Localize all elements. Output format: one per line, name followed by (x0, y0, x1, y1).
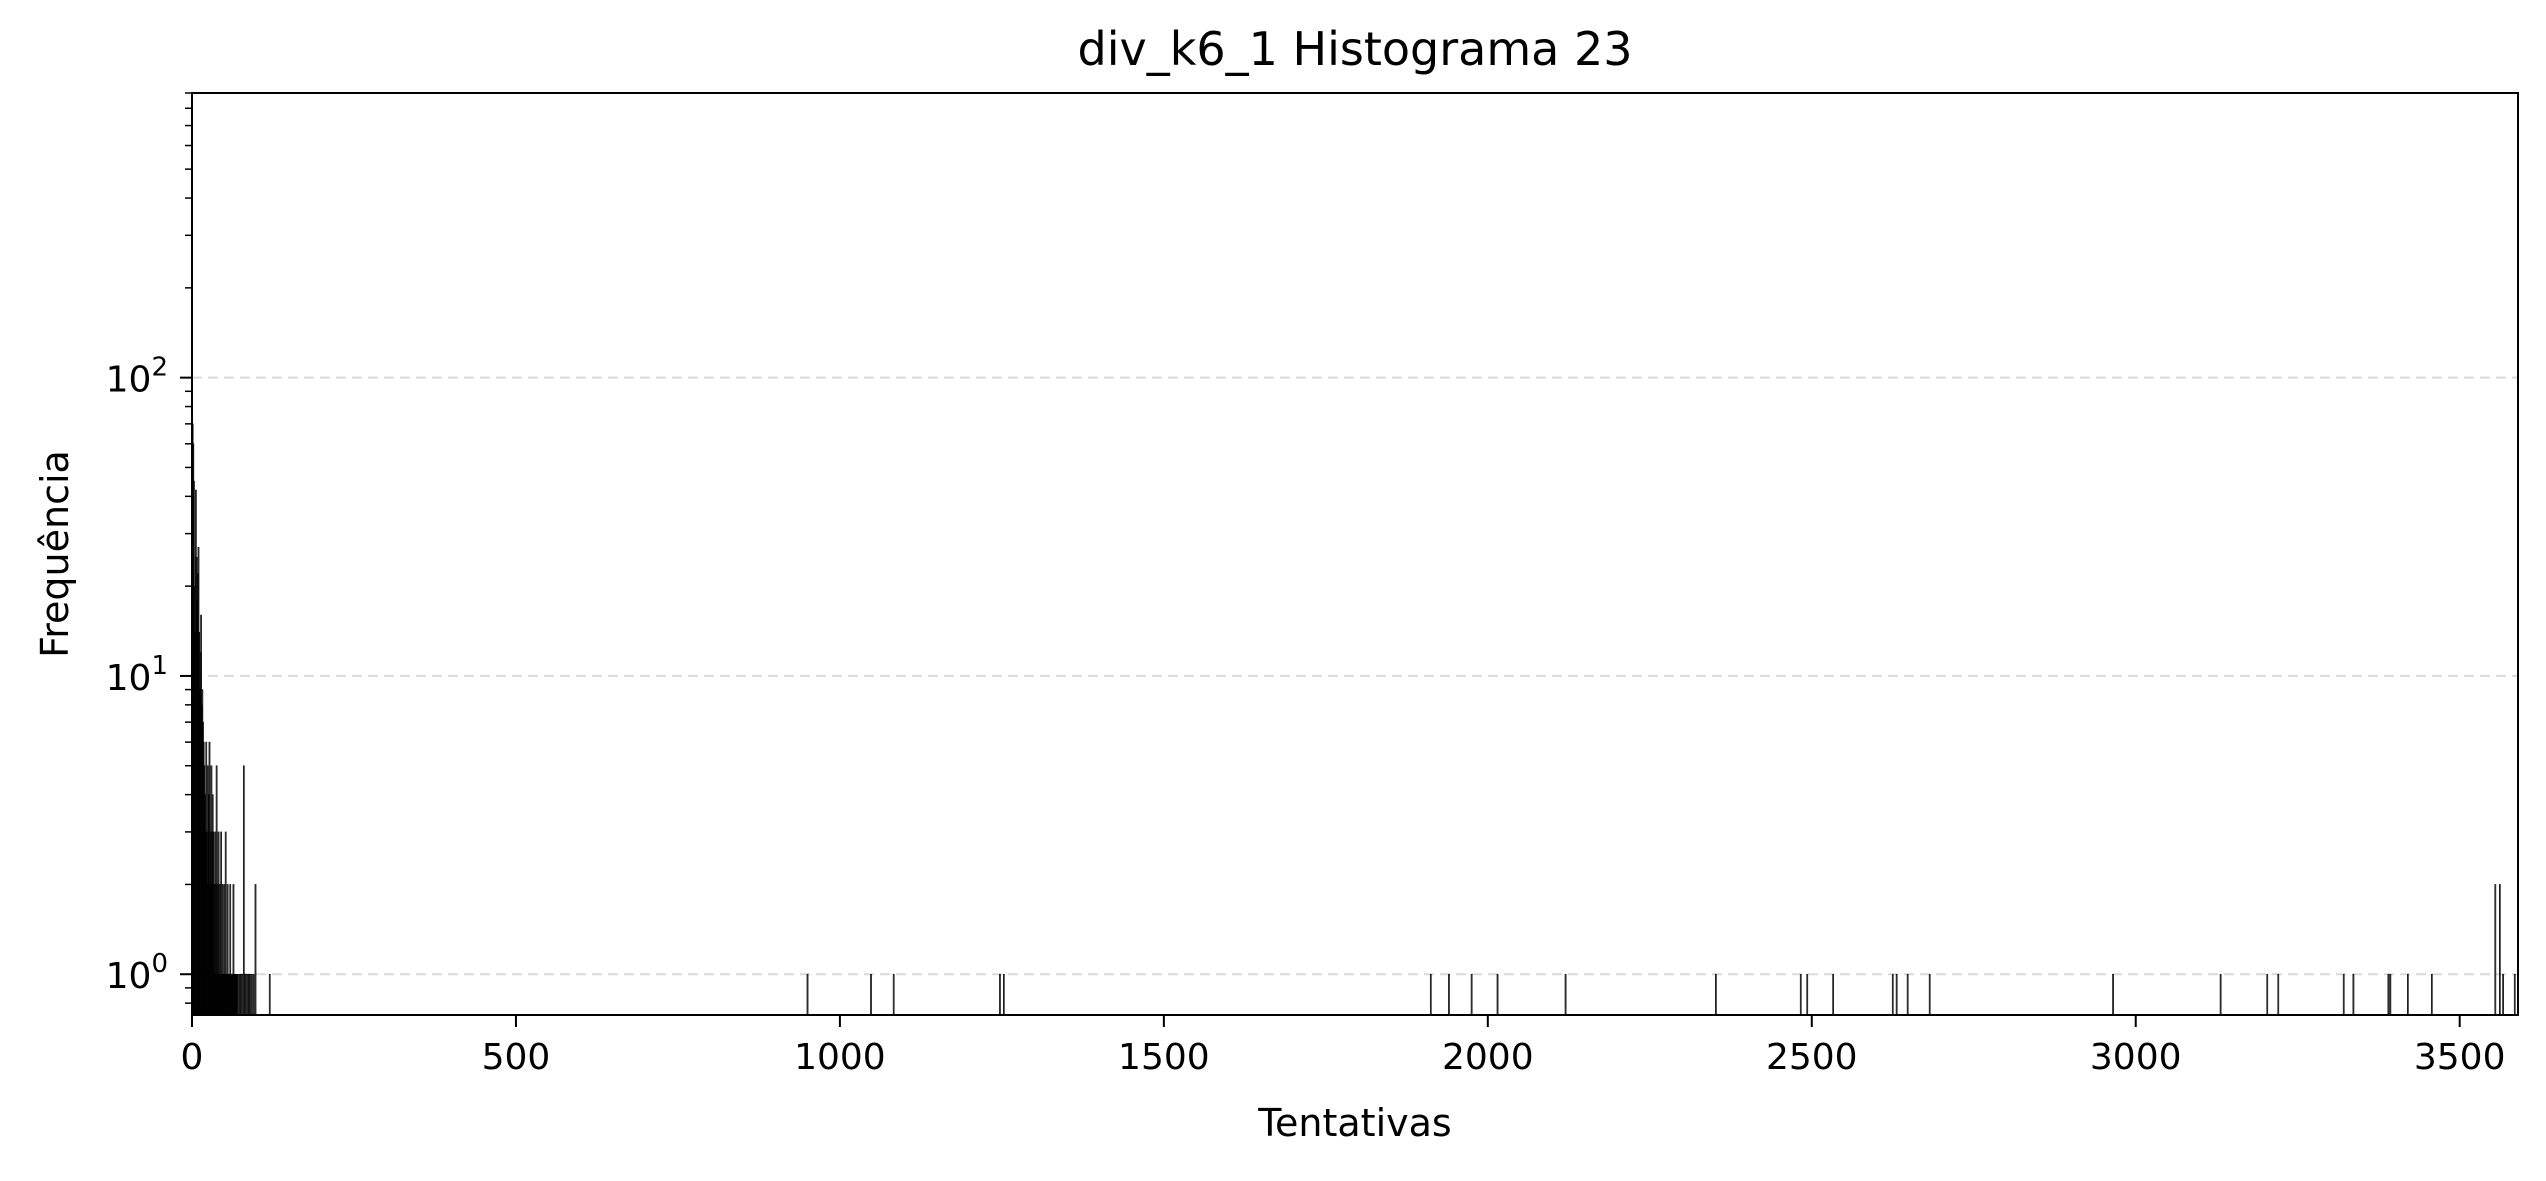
histogram-bar (244, 973, 246, 1016)
histogram-bar (1002, 973, 1005, 1016)
histogram-bar (1496, 973, 1499, 1016)
histogram-bar (2266, 973, 2269, 1016)
histogram-bar (1891, 973, 1894, 1016)
histogram-bar (252, 973, 255, 1016)
histogram-bar (2219, 973, 2222, 1016)
histogram-bar (1715, 973, 1717, 1016)
histogram-bar (249, 973, 252, 1016)
histogram-bar (1564, 973, 1567, 1016)
y-axis-label: Frequência (33, 450, 77, 658)
x-tick-label: 1500 (1118, 1037, 1210, 1078)
plot-frame (191, 92, 2519, 1016)
histogram-bar (999, 973, 1001, 1016)
histogram-bar (254, 884, 257, 1016)
histogram-bar (2389, 973, 2392, 1016)
histogram-bar (1928, 973, 1931, 1016)
histogram-bar (250, 973, 253, 1016)
histogram-bar (248, 973, 250, 1016)
histogram-bar (806, 973, 809, 1016)
histogram-bar (268, 973, 271, 1016)
histogram-bar (2112, 973, 2114, 1016)
y-tick-label: 101 (106, 651, 168, 699)
histogram-bar (2502, 973, 2504, 1016)
histogram-bar (2342, 973, 2345, 1016)
x-tick-label: 3500 (2414, 1037, 2506, 1078)
x-tick-label: 1000 (794, 1037, 886, 1078)
histogram-bar (1470, 973, 1473, 1016)
histogram-bar (2430, 973, 2433, 1016)
y-tick-label: 100 (106, 949, 168, 997)
y-axis-ticks: 100 101 102 (106, 92, 192, 1004)
x-axis-label: Tentativas (1257, 1101, 1451, 1145)
histogram-bar (1895, 973, 1898, 1016)
histogram-bar (236, 973, 239, 1016)
chart-title: div_k6_1 Histograma 23 (1078, 22, 1633, 76)
histogram-bar (870, 973, 872, 1016)
histogram-bar (2494, 884, 2497, 1016)
x-tick-label: 2000 (1442, 1037, 1534, 1078)
histogram-bar (2387, 973, 2390, 1016)
histogram-bar (2513, 973, 2516, 1016)
histogram-bars (191, 423, 2516, 1016)
y-tick-label: 102 (106, 353, 168, 401)
histogram-bar (2407, 973, 2409, 1016)
x-tick-label: 3000 (2090, 1037, 2182, 1078)
histogram-bar (1906, 973, 1909, 1016)
histogram-bar (1429, 973, 1432, 1016)
histogram-bar (240, 973, 243, 1016)
grid-lines (192, 376, 2518, 976)
histogram-bar (239, 973, 241, 1016)
histogram-bar (892, 973, 895, 1016)
histogram-bar (1806, 973, 1809, 1016)
histogram-bar (241, 973, 244, 1016)
histogram-bar (246, 973, 249, 1016)
histogram-bar (245, 973, 248, 1016)
histogram-bar (242, 765, 245, 1016)
histogram-bar (237, 973, 240, 1016)
histogram-bar (1448, 973, 1450, 1016)
histogram-bar (2277, 973, 2280, 1016)
histogram-bar (1832, 973, 1835, 1016)
x-tick-label: 2500 (1766, 1037, 1858, 1078)
histogram-bar (2499, 884, 2501, 1016)
x-tick-label: 0 (181, 1037, 204, 1078)
x-tick-label: 500 (482, 1037, 551, 1078)
x-axis-ticks: 0 500 1000 1500 2000 2500 3000 3500 (181, 1015, 2506, 1078)
histogram-bar (2352, 973, 2355, 1016)
histogram-bar (1799, 973, 1802, 1016)
